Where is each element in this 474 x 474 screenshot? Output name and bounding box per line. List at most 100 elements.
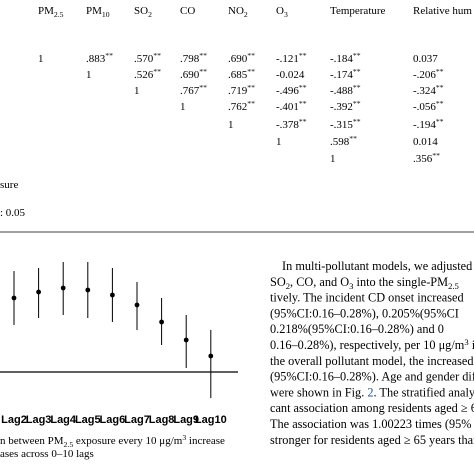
table-cell: 1 xyxy=(330,153,336,165)
text-run: incre xyxy=(469,338,474,352)
subscript: 10 xyxy=(102,10,110,19)
paragraph-line: The association was 1.00223 times (95% xyxy=(270,417,472,431)
paragraph-line: stronger for residents aged ≥ 65 years t… xyxy=(270,433,474,447)
superscript: ** xyxy=(432,151,440,160)
table-cell: .598**​ xyxy=(330,134,357,148)
x-tick-label: Lag6 xyxy=(100,414,126,426)
superscript: ** xyxy=(436,99,444,108)
text-run: SO xyxy=(270,275,286,289)
text-run: -.174 xyxy=(330,69,353,81)
x-tick-label: Lag9 xyxy=(173,414,199,426)
superscript: ** xyxy=(353,117,361,126)
superscript: ** xyxy=(105,51,113,60)
text-run: O xyxy=(276,5,284,17)
text-run: .685 xyxy=(228,69,248,81)
superscript: ** xyxy=(436,117,444,126)
text-run: -.056 xyxy=(413,101,436,113)
table-cell: -.194**​ xyxy=(413,117,444,131)
superscript: ** xyxy=(299,83,307,92)
table-cell: -.056**​ xyxy=(413,99,444,113)
paragraph-line: were shown in Fig. 2. The stratified ana… xyxy=(270,385,474,399)
text-run: -.324 xyxy=(413,85,436,97)
superscript: ** xyxy=(436,67,444,76)
text-run: PM xyxy=(86,5,102,17)
text-run: 1 xyxy=(38,53,44,65)
text-run: -.194 xyxy=(413,119,436,131)
text-run: -.392 xyxy=(330,101,353,113)
text-run: Relative hum xyxy=(413,5,472,17)
table-cell: -.392**​ xyxy=(330,99,361,113)
table-note: : 0.05 xyxy=(0,207,26,219)
table-cell: -.315**​ xyxy=(330,117,361,131)
column-header: Relative hum xyxy=(413,5,472,17)
text-run: NO xyxy=(228,5,244,17)
text-run: 0.014 xyxy=(413,136,438,148)
superscript: 3 xyxy=(464,337,468,347)
text-run: .526 xyxy=(134,69,154,81)
text-run: -0.024 xyxy=(276,69,305,81)
text-run: .719 xyxy=(228,85,248,97)
point xyxy=(36,289,41,295)
column-header: O3​ xyxy=(276,5,288,19)
text-run: -.121 xyxy=(276,53,299,65)
x-tick-label: Lag8 xyxy=(149,414,175,426)
text-run: -.184 xyxy=(330,53,353,65)
text-run: 0.037 xyxy=(413,53,438,65)
superscript: ** xyxy=(353,83,361,92)
table-cell: -.378**​ xyxy=(276,117,307,131)
text-run: into the single-PM xyxy=(353,275,448,289)
x-tick-label: Lag3 xyxy=(26,414,52,426)
text-run: exposure every 10 μg/m xyxy=(73,435,183,447)
table-cell: .690**​ xyxy=(180,67,207,81)
text-run: SO xyxy=(134,5,148,17)
text-run: -.401 xyxy=(276,101,299,113)
text-run: .690 xyxy=(180,69,200,81)
superscript: ** xyxy=(247,83,255,92)
text-run: .883 xyxy=(86,53,106,65)
table-cell: .356**​ xyxy=(413,151,440,165)
link: 2 xyxy=(367,385,373,399)
superscript: ** xyxy=(247,67,255,76)
table-cell: 1 xyxy=(276,136,282,148)
table-cell: -.488**​ xyxy=(330,83,361,97)
point xyxy=(134,302,140,308)
text-run: -.488 xyxy=(330,85,353,97)
subscript: 2 xyxy=(148,10,152,19)
text-run: (95%CI:0.16–0.28%), 0.205%(95%CI xyxy=(270,306,459,320)
text-run: tively. The incident CD onset increased xyxy=(270,291,464,305)
table-cell: .767**​ xyxy=(180,83,207,97)
superscript: ** xyxy=(299,51,307,60)
text-run: 1 xyxy=(180,101,186,113)
text-run: 1 xyxy=(86,69,92,81)
text-run: , CO, and O xyxy=(290,275,349,289)
column-header: NO2​ xyxy=(228,5,248,19)
x-tick-label: Lag2 xyxy=(1,414,27,426)
x-tick-label: Lag10 xyxy=(195,414,227,426)
table-cell: 1 xyxy=(228,119,234,131)
table-cell: -.206**​ xyxy=(413,67,444,81)
text-run: 1 xyxy=(134,85,140,97)
superscript: ** xyxy=(247,99,255,108)
point xyxy=(208,353,214,359)
column-header: PM2.5​ xyxy=(38,5,64,19)
text-run: .356 xyxy=(413,153,433,165)
superscript: ** xyxy=(299,99,307,108)
paragraph-line: cant association among residents aged ≥ … xyxy=(270,401,474,415)
superscript: ** xyxy=(353,51,361,60)
text-run: (95%CI:0.16–0.28%). Age and gender diff xyxy=(270,370,474,384)
superscript: ** xyxy=(199,83,207,92)
text-run: stronger for residents aged ≥ 65 years t… xyxy=(270,433,474,447)
text-run: -.378 xyxy=(276,119,299,131)
text-run: -.206 xyxy=(413,69,436,81)
superscript: ** xyxy=(349,134,357,143)
text-run: The association was 1.00223 times (95% xyxy=(270,417,472,431)
table-cell: 0.037 xyxy=(413,53,438,65)
subscript: 3 xyxy=(349,281,353,291)
superscript: 3 xyxy=(182,433,186,442)
table-cell: .719**​ xyxy=(228,83,255,97)
subscript: 2.5 xyxy=(448,281,459,291)
table-cell: -.184**​ xyxy=(330,51,361,65)
text-run: ases across 0–10 lags xyxy=(0,448,94,460)
column-header: Temperature xyxy=(330,5,386,17)
